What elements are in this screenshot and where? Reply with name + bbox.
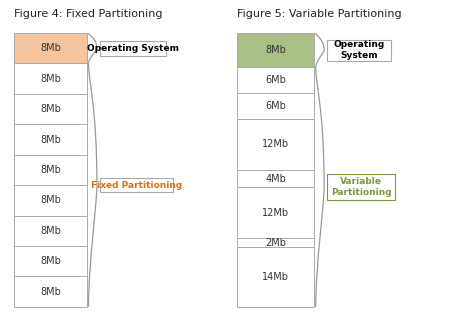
FancyBboxPatch shape [15, 64, 87, 94]
Text: Fixed Partitioning: Fixed Partitioning [91, 181, 182, 190]
Text: Variable
Partitioning: Variable Partitioning [331, 177, 392, 197]
FancyBboxPatch shape [15, 124, 87, 155]
Text: 8Mb: 8Mb [40, 165, 61, 175]
Text: 4Mb: 4Mb [265, 174, 286, 183]
FancyBboxPatch shape [15, 276, 87, 307]
Text: 14Mb: 14Mb [262, 272, 289, 282]
Text: 8Mb: 8Mb [40, 104, 61, 114]
FancyBboxPatch shape [100, 41, 166, 56]
FancyBboxPatch shape [328, 40, 391, 61]
FancyBboxPatch shape [328, 174, 395, 200]
FancyBboxPatch shape [15, 246, 87, 276]
Text: 8Mb: 8Mb [40, 43, 61, 53]
Text: Figure 4: Fixed Partitioning: Figure 4: Fixed Partitioning [15, 9, 163, 19]
FancyBboxPatch shape [15, 155, 87, 185]
Text: 8Mb: 8Mb [40, 195, 61, 205]
FancyBboxPatch shape [100, 178, 173, 192]
Text: 8Mb: 8Mb [40, 134, 61, 145]
FancyBboxPatch shape [237, 187, 314, 238]
Text: 12Mb: 12Mb [262, 139, 289, 149]
Text: 8Mb: 8Mb [40, 74, 61, 84]
Text: 6Mb: 6Mb [265, 75, 286, 85]
Text: Operating System: Operating System [87, 44, 179, 53]
FancyBboxPatch shape [237, 93, 314, 119]
Text: 2Mb: 2Mb [265, 238, 286, 248]
Text: 8Mb: 8Mb [40, 226, 61, 236]
FancyBboxPatch shape [15, 33, 87, 64]
FancyBboxPatch shape [237, 67, 314, 93]
FancyBboxPatch shape [237, 119, 314, 170]
FancyBboxPatch shape [15, 94, 87, 124]
Text: 8Mb: 8Mb [40, 256, 61, 266]
Text: Figure 5: Variable Partitioning: Figure 5: Variable Partitioning [237, 9, 401, 19]
FancyBboxPatch shape [15, 215, 87, 246]
Text: Operating
System: Operating System [333, 40, 385, 60]
Text: 12Mb: 12Mb [262, 208, 289, 218]
FancyBboxPatch shape [237, 247, 314, 307]
Text: 8Mb: 8Mb [40, 287, 61, 297]
FancyBboxPatch shape [237, 238, 314, 247]
FancyBboxPatch shape [237, 170, 314, 187]
Text: 6Mb: 6Mb [265, 101, 286, 111]
FancyBboxPatch shape [237, 33, 314, 67]
Text: 8Mb: 8Mb [265, 45, 286, 55]
FancyBboxPatch shape [15, 185, 87, 215]
